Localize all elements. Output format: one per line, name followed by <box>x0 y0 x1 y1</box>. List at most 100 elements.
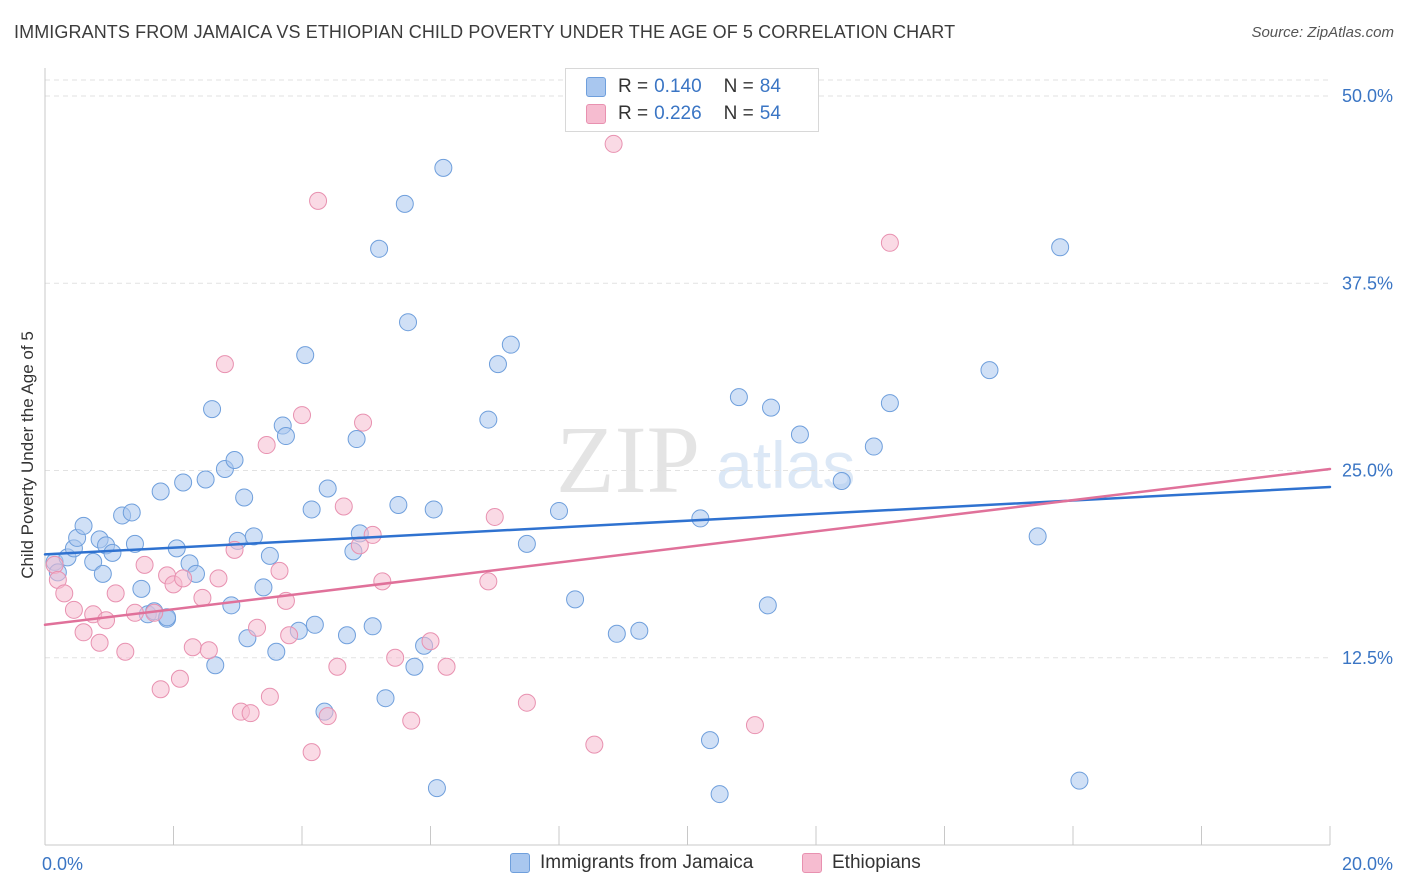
jamaica-point <box>630 621 649 640</box>
ethiopians-point <box>585 735 604 754</box>
jamaica-point <box>347 430 366 449</box>
legend-item-jamaica: Immigrants from Jamaica <box>510 852 753 874</box>
jamaica-point <box>318 479 337 498</box>
jamaica-point <box>122 503 141 522</box>
ethiopians-point <box>199 641 218 660</box>
jamaica-point <box>244 527 263 546</box>
ethiopians-points <box>45 134 899 762</box>
y-tick-labels: 12.5% 25.0% 37.5% 50.0% <box>1342 86 1393 668</box>
ethiopians-legend-swatch <box>802 853 822 873</box>
jamaica-point <box>174 473 193 492</box>
jamaica-trend-line <box>43 485 1332 556</box>
jamaica-point <box>206 656 225 675</box>
jamaica-point <box>225 451 244 470</box>
jamaica-legend-label: Immigrants from Jamaica <box>540 852 754 873</box>
y-tick-label: 50.0% <box>1342 86 1393 106</box>
ethiopians-point <box>421 632 440 651</box>
stats-legend: R = 0.140 N = 84 R = 0.226 N = 54 <box>565 68 819 132</box>
jamaica-point <box>710 785 729 804</box>
ethiopians-point <box>270 561 289 580</box>
ethiopians-point <box>55 584 74 603</box>
jamaica-point <box>93 564 112 583</box>
jamaica-point <box>1028 527 1047 546</box>
jamaica-point <box>399 313 418 332</box>
ethiopians-point <box>97 611 116 630</box>
ethiopians-point <box>293 406 311 425</box>
y-tick-label: 12.5% <box>1342 648 1393 668</box>
jamaica-point <box>337 626 356 645</box>
x-tick-label: 0.0% <box>42 854 83 874</box>
jamaica-point <box>363 617 382 636</box>
ethiopians-point <box>248 618 267 637</box>
ethiopians-point <box>135 555 154 574</box>
jamaica-point <box>74 516 93 535</box>
x-tick-label: 20.0% <box>1342 854 1393 874</box>
ethiopians-point <box>373 572 392 591</box>
jamaica-point <box>424 500 443 519</box>
jamaica-point <box>395 194 414 213</box>
jamaica-point <box>427 779 446 798</box>
jamaica-point <box>267 642 286 661</box>
ethiopians-point <box>257 436 276 455</box>
jamaica-point <box>305 615 324 634</box>
ethiopians-point <box>354 413 373 432</box>
jamaica-point <box>566 590 585 609</box>
jamaica-point <box>260 546 279 565</box>
ethiopians-point <box>151 680 170 699</box>
ethiopians-point <box>260 687 279 706</box>
r-label: R = <box>618 76 649 97</box>
watermark-zip: ZIP <box>556 406 700 513</box>
ethiopians-point <box>485 507 504 526</box>
jamaica-point <box>84 552 103 571</box>
y-tick-label: 37.5% <box>1342 273 1393 293</box>
source-credit: Source: ZipAtlas.com <box>1251 24 1394 41</box>
jamaica-legend-swatch <box>510 853 530 873</box>
jamaica-point <box>550 501 568 520</box>
ethiopians-point <box>116 642 135 661</box>
n-label: N = <box>723 76 754 97</box>
jamaica-point <box>691 509 710 528</box>
n-value: 84 <box>759 76 781 97</box>
ethiopians-point <box>334 497 353 516</box>
ethiopians-trend-line <box>43 467 1332 627</box>
n-label: N = <box>723 103 754 124</box>
legend-item-ethiopians: Ethiopians <box>802 852 921 874</box>
jamaica-point <box>762 398 781 417</box>
ethiopians-point <box>280 626 299 645</box>
stats-row-jamaica: R = 0.140 N = 84 <box>586 74 781 100</box>
x-tick-labels: 0.0% 20.0% <box>42 854 1393 874</box>
jamaica-point <box>151 482 170 501</box>
jamaica-point <box>517 534 536 553</box>
jamaica-point <box>254 578 273 597</box>
jamaica-point <box>1051 238 1070 257</box>
ethiopians-point <box>437 657 456 676</box>
ethiopians-point <box>880 233 899 252</box>
gridlines <box>45 79 1330 659</box>
ethiopians-point <box>74 623 93 642</box>
ethiopians-swatch <box>586 104 606 124</box>
jamaica-point <box>222 596 241 615</box>
jamaica-point <box>276 427 295 446</box>
jamaica-point <box>729 388 748 407</box>
ethiopians-point <box>318 707 337 726</box>
ethiopians-point <box>45 555 64 574</box>
jamaica-point <box>980 361 999 380</box>
jamaica-point <box>488 355 507 374</box>
stats-row-ethiopians: R = 0.226 N = 54 <box>586 101 781 127</box>
r-value: 0.226 <box>654 103 702 124</box>
axes <box>44 68 1331 846</box>
ethiopians-point <box>90 633 109 652</box>
jamaica-point <box>479 410 498 429</box>
ethiopians-point <box>517 693 536 712</box>
ethiopians-point <box>302 743 321 762</box>
jamaica-point <box>700 731 719 750</box>
chart-title: IMMIGRANTS FROM JAMAICA VS ETHIOPIAN CHI… <box>14 22 956 42</box>
jamaica-point <box>376 689 395 708</box>
ethiopians-point <box>64 600 83 619</box>
jamaica-point <box>302 500 321 519</box>
ethiopians-point <box>745 716 764 735</box>
jamaica-point <box>880 394 899 413</box>
watermark-atlas: atlas <box>716 428 855 502</box>
jamaica-point <box>758 596 777 615</box>
ethiopians-point <box>604 134 623 153</box>
